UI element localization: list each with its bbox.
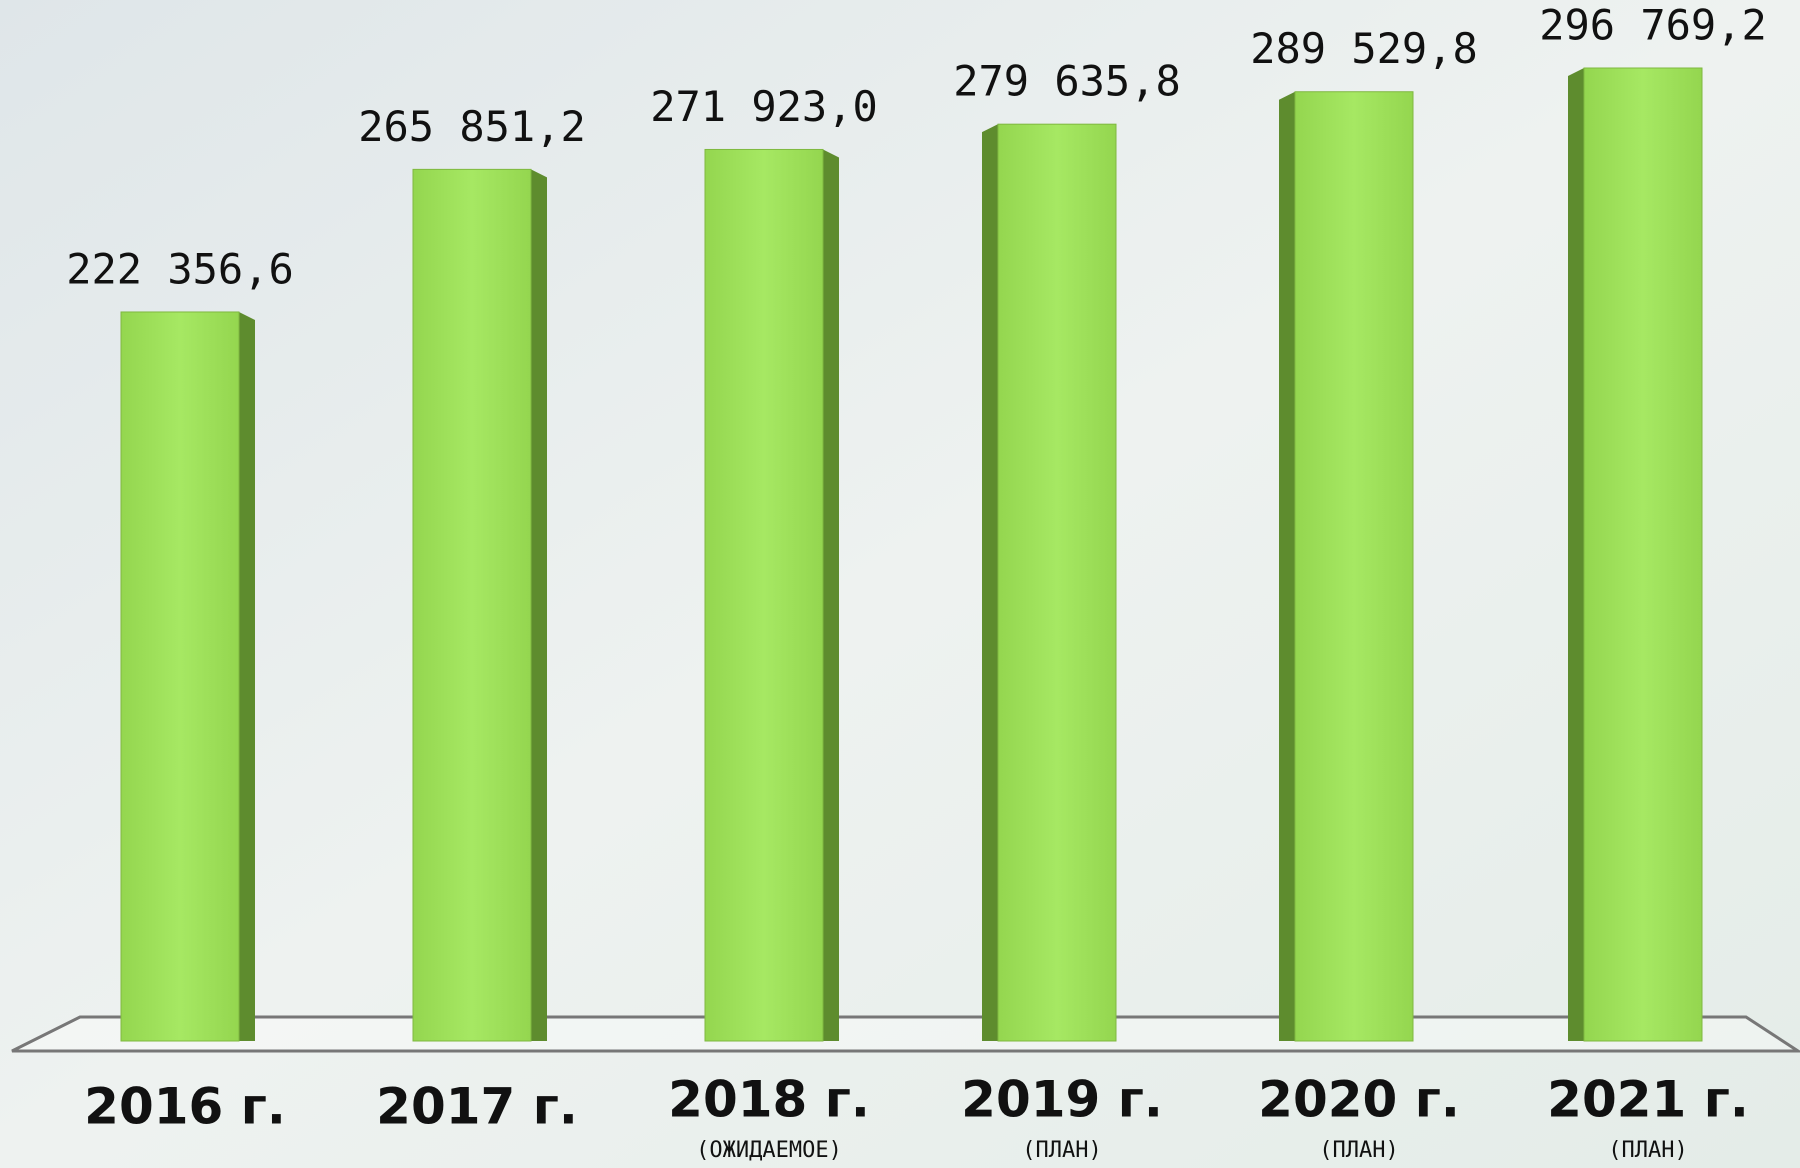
bar: [704, 148, 824, 1042]
bar: [1294, 91, 1414, 1042]
x-tick-note: (ПЛАН): [1022, 1138, 1101, 1163]
x-tick-note: (ПЛАН): [1608, 1138, 1687, 1163]
x-tick-label: 2017 г.: [376, 1078, 578, 1136]
bar-side: [1279, 91, 1295, 1041]
value-label: 222 356,6: [66, 244, 294, 293]
floor: [11, 1015, 1800, 1053]
bar: [120, 311, 240, 1042]
value-label: 279 635,8: [953, 57, 1181, 106]
x-tick-label: 2016 г.: [84, 1078, 286, 1136]
value-label: 289 529,8: [1250, 24, 1478, 73]
value-label: 271 923,0: [650, 82, 878, 131]
bar-side: [239, 311, 255, 1041]
x-tick-label: 2019 г.: [961, 1071, 1163, 1129]
bar: [997, 123, 1117, 1042]
x-tick-label: 2021 г.: [1547, 1071, 1749, 1129]
value-label: 296 769,2: [1539, 1, 1767, 50]
bar: [412, 168, 532, 1042]
bar-side: [531, 169, 547, 1041]
x-tick-label: 2020 г.: [1258, 1071, 1460, 1129]
x-tick-label: 2018 г.: [668, 1071, 870, 1129]
x-tick-note: (ОЖИДАЕМОЕ): [696, 1138, 842, 1163]
bar-side: [982, 124, 998, 1041]
value-label: 265 851,2: [358, 102, 586, 151]
bar: [1583, 67, 1703, 1042]
x-tick-note: (ПЛАН): [1319, 1138, 1398, 1163]
bar-side: [823, 149, 839, 1041]
bar-side: [1568, 68, 1584, 1041]
